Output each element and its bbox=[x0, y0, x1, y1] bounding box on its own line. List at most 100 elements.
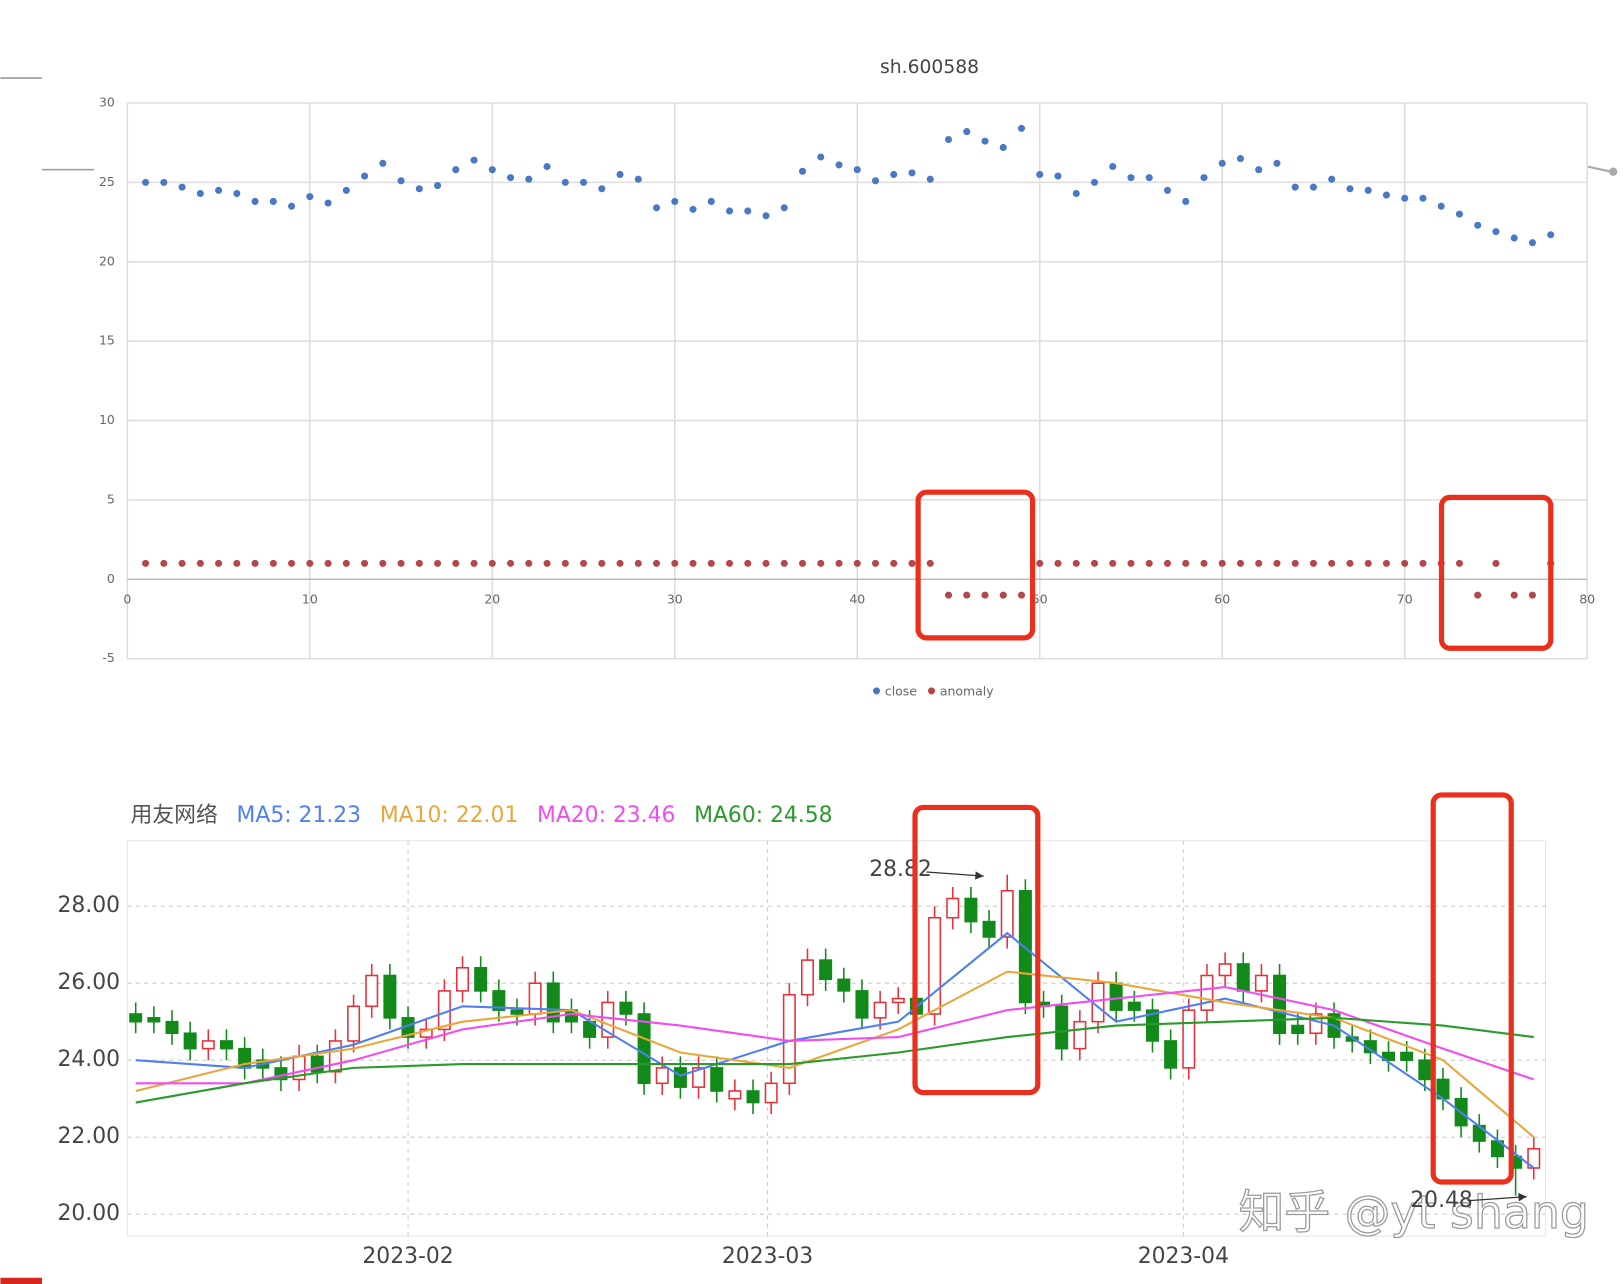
point bbox=[452, 166, 460, 174]
point bbox=[1328, 175, 1336, 183]
point bbox=[1236, 155, 1245, 163]
point bbox=[1364, 559, 1372, 567]
point bbox=[1401, 559, 1409, 567]
point bbox=[616, 170, 624, 178]
point bbox=[853, 559, 861, 567]
candle-body bbox=[855, 990, 869, 1019]
candle-body bbox=[601, 1001, 615, 1038]
point bbox=[142, 178, 150, 186]
y-tick-label: 20.00 bbox=[58, 1201, 121, 1226]
candle-body bbox=[728, 1090, 742, 1100]
point bbox=[160, 178, 168, 186]
point bbox=[470, 156, 478, 164]
point bbox=[397, 177, 405, 185]
legend-label: MA20: 23.46 bbox=[537, 803, 675, 828]
point bbox=[178, 559, 186, 567]
point bbox=[1072, 559, 1080, 567]
point bbox=[561, 559, 569, 567]
candle-body bbox=[383, 974, 397, 1019]
point bbox=[1090, 559, 1099, 567]
candle-body bbox=[710, 1067, 724, 1092]
point bbox=[397, 559, 405, 567]
point bbox=[251, 197, 259, 205]
candle-body bbox=[474, 967, 488, 992]
y-tick-label: 5 bbox=[107, 491, 115, 506]
watermark: 知乎 @yt shang bbox=[1239, 1186, 1589, 1239]
point bbox=[415, 559, 423, 567]
highlight-boxes bbox=[912, 489, 1554, 1185]
point bbox=[1437, 202, 1445, 210]
point bbox=[1291, 183, 1299, 191]
point bbox=[324, 199, 332, 207]
point bbox=[1054, 172, 1062, 180]
point bbox=[1200, 174, 1208, 182]
point bbox=[488, 166, 496, 174]
point bbox=[798, 167, 807, 175]
resize-handle[interactable] bbox=[1586, 165, 1618, 176]
candle-body bbox=[201, 1040, 215, 1050]
point bbox=[1474, 221, 1482, 229]
point bbox=[762, 559, 770, 567]
point bbox=[652, 204, 661, 212]
point bbox=[1273, 559, 1281, 567]
point bbox=[725, 559, 734, 567]
candle-body bbox=[1164, 1040, 1178, 1069]
point bbox=[233, 559, 241, 567]
point bbox=[1017, 124, 1026, 132]
point bbox=[1455, 559, 1463, 567]
candle-body bbox=[1382, 1051, 1396, 1061]
point bbox=[379, 159, 387, 167]
annotation-arrow bbox=[1467, 1195, 1527, 1202]
ma-line bbox=[135, 985, 1535, 1085]
point bbox=[361, 172, 369, 180]
point bbox=[817, 559, 825, 567]
y-tick-label: 30 bbox=[99, 95, 115, 110]
point bbox=[1309, 559, 1318, 567]
candle-body bbox=[456, 967, 470, 992]
legend-label: close bbox=[885, 683, 917, 698]
candle-body bbox=[819, 959, 833, 981]
point bbox=[1236, 559, 1245, 567]
point bbox=[1127, 174, 1135, 182]
point bbox=[853, 166, 861, 174]
candle-body bbox=[837, 978, 851, 992]
candle-body bbox=[165, 1020, 179, 1035]
candle-body bbox=[873, 1001, 887, 1019]
point bbox=[1510, 234, 1518, 242]
point bbox=[379, 559, 387, 567]
legend-label: MA5: 21.23 bbox=[237, 803, 362, 828]
point bbox=[543, 559, 551, 567]
point bbox=[288, 202, 296, 210]
candle-body bbox=[129, 1013, 143, 1023]
anomaly-chart: sh.600588 -5 0 5 10 15 20 25 30 0 10 20 30 40 50 60 70 80… bbox=[99, 57, 1595, 698]
x-tick-label: 2023-03 bbox=[722, 1244, 813, 1269]
point bbox=[744, 207, 752, 215]
point bbox=[342, 559, 350, 567]
point bbox=[580, 178, 588, 186]
point bbox=[288, 559, 296, 567]
legend-label: MA60: 24.58 bbox=[694, 803, 832, 828]
candle-body bbox=[928, 916, 942, 1015]
point bbox=[1036, 559, 1044, 567]
point bbox=[1200, 559, 1208, 567]
point bbox=[1054, 559, 1062, 567]
point bbox=[452, 559, 460, 567]
candle-body bbox=[637, 1013, 651, 1085]
point bbox=[1145, 559, 1153, 567]
x-tick-label: 2023-02 bbox=[362, 1244, 453, 1269]
candle-body bbox=[946, 897, 960, 919]
candle-body bbox=[619, 1001, 633, 1015]
y-tick-label: 15 bbox=[99, 333, 115, 348]
legend-item: anomaly bbox=[927, 683, 994, 698]
point bbox=[196, 559, 204, 567]
point bbox=[561, 178, 569, 186]
point bbox=[1072, 189, 1080, 198]
point bbox=[1382, 559, 1390, 567]
point bbox=[798, 559, 807, 567]
candle-body bbox=[1145, 1009, 1159, 1042]
point bbox=[1510, 591, 1518, 599]
y-tick-label: 10 bbox=[99, 412, 115, 427]
candle-body bbox=[891, 997, 905, 1004]
point bbox=[744, 559, 752, 567]
candle-body bbox=[1182, 1009, 1196, 1069]
